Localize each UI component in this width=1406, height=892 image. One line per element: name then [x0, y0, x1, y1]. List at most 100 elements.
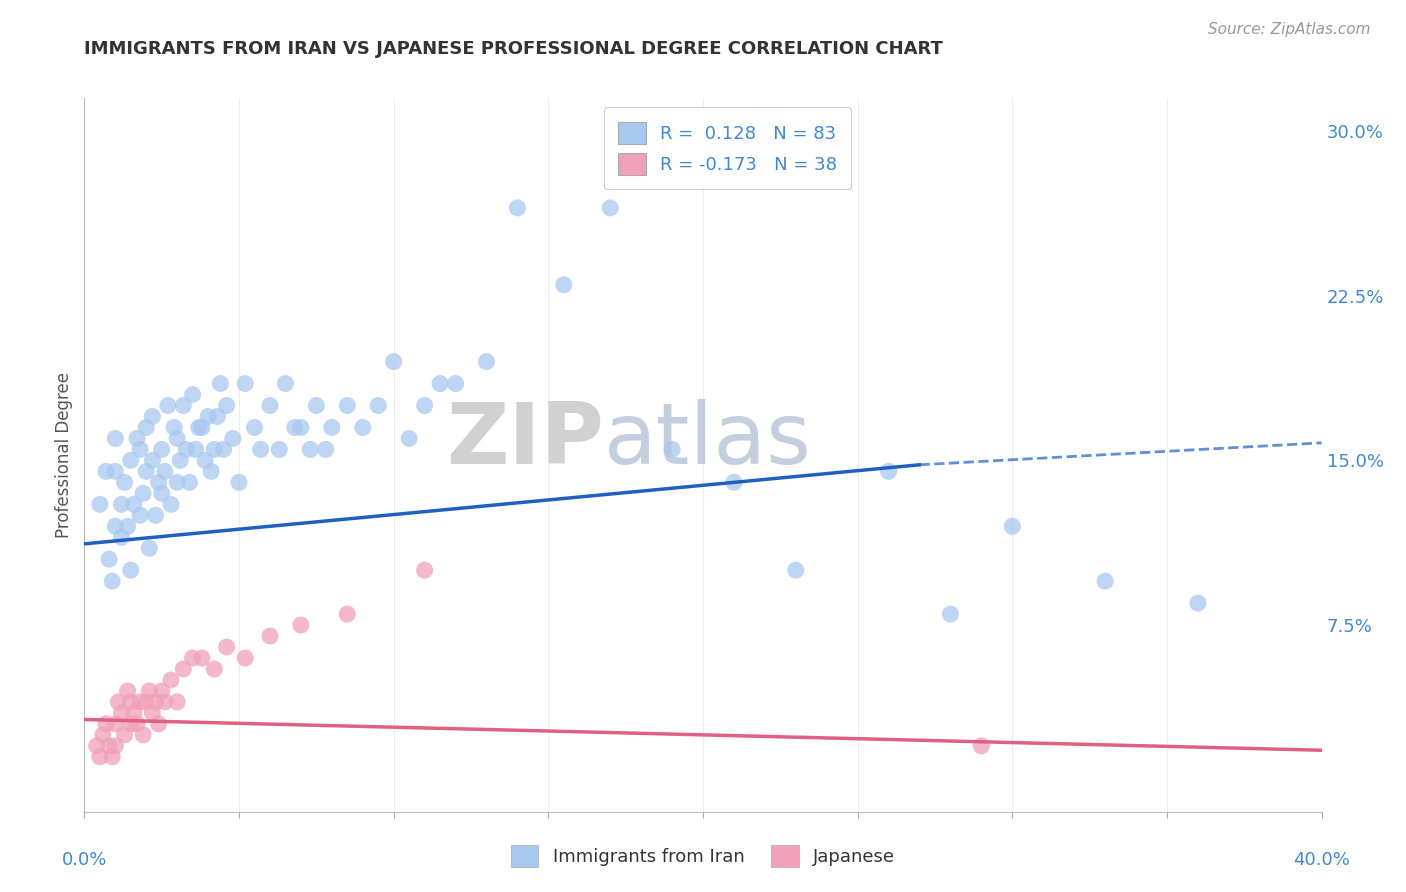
- Point: [145, 695, 167, 709]
- Point: [153, 695, 176, 709]
- Point: [141, 706, 163, 720]
- Point: [215, 399, 238, 413]
- Point: [249, 442, 271, 457]
- Legend: Immigrants from Iran, Japanese: Immigrants from Iran, Japanese: [503, 838, 903, 874]
- Point: [120, 695, 142, 709]
- Point: [209, 376, 232, 391]
- Point: [222, 432, 245, 446]
- Point: [233, 376, 256, 391]
- Point: [125, 717, 148, 731]
- Point: [138, 684, 160, 698]
- Point: [110, 497, 132, 511]
- Point: [184, 442, 207, 457]
- Point: [101, 574, 124, 589]
- Point: [125, 432, 148, 446]
- Point: [101, 749, 124, 764]
- Point: [156, 399, 179, 413]
- Point: [114, 475, 136, 490]
- Point: [160, 497, 183, 511]
- Point: [117, 684, 139, 698]
- Point: [104, 464, 127, 478]
- Point: [367, 399, 389, 413]
- Point: [290, 618, 312, 632]
- Point: [661, 442, 683, 457]
- Point: [212, 442, 235, 457]
- Point: [129, 508, 152, 523]
- Point: [89, 749, 111, 764]
- Point: [305, 399, 328, 413]
- Point: [382, 354, 405, 368]
- Point: [202, 662, 225, 676]
- Point: [166, 432, 188, 446]
- Point: [259, 629, 281, 643]
- Point: [290, 420, 312, 434]
- Point: [506, 201, 529, 215]
- Point: [166, 695, 188, 709]
- Point: [215, 640, 238, 654]
- Point: [86, 739, 108, 753]
- Point: [120, 563, 142, 577]
- Point: [150, 486, 173, 500]
- Point: [299, 442, 322, 457]
- Point: [553, 277, 575, 292]
- Point: [135, 695, 157, 709]
- Point: [259, 399, 281, 413]
- Point: [233, 651, 256, 665]
- Point: [269, 442, 291, 457]
- Point: [107, 695, 129, 709]
- Point: [132, 728, 155, 742]
- Point: [172, 662, 194, 676]
- Point: [169, 453, 191, 467]
- Point: [104, 432, 127, 446]
- Point: [163, 420, 186, 434]
- Point: [939, 607, 962, 621]
- Point: [89, 497, 111, 511]
- Point: [207, 409, 229, 424]
- Text: ZIP: ZIP: [446, 399, 605, 483]
- Point: [135, 420, 157, 434]
- Point: [117, 519, 139, 533]
- Y-axis label: Professional Degree: Professional Degree: [55, 372, 73, 538]
- Point: [191, 651, 214, 665]
- Point: [129, 442, 152, 457]
- Point: [132, 486, 155, 500]
- Point: [176, 442, 198, 457]
- Point: [114, 728, 136, 742]
- Text: atlas: atlas: [605, 399, 813, 483]
- Point: [191, 420, 214, 434]
- Point: [336, 607, 359, 621]
- Point: [129, 695, 152, 709]
- Point: [94, 717, 117, 731]
- Point: [429, 376, 451, 391]
- Point: [145, 508, 167, 523]
- Point: [723, 475, 745, 490]
- Point: [1001, 519, 1024, 533]
- Point: [413, 563, 436, 577]
- Point: [98, 739, 121, 753]
- Point: [970, 739, 993, 753]
- Point: [120, 453, 142, 467]
- Point: [336, 399, 359, 413]
- Point: [120, 717, 142, 731]
- Point: [135, 464, 157, 478]
- Point: [243, 420, 266, 434]
- Point: [166, 475, 188, 490]
- Point: [599, 201, 621, 215]
- Point: [148, 475, 170, 490]
- Point: [444, 376, 467, 391]
- Point: [187, 420, 209, 434]
- Point: [475, 354, 498, 368]
- Point: [877, 464, 900, 478]
- Point: [141, 453, 163, 467]
- Point: [172, 399, 194, 413]
- Point: [284, 420, 307, 434]
- Point: [200, 464, 222, 478]
- Point: [94, 464, 117, 478]
- Point: [153, 464, 176, 478]
- Point: [150, 684, 173, 698]
- Point: [1094, 574, 1116, 589]
- Point: [315, 442, 337, 457]
- Text: IMMIGRANTS FROM IRAN VS JAPANESE PROFESSIONAL DEGREE CORRELATION CHART: IMMIGRANTS FROM IRAN VS JAPANESE PROFESS…: [84, 40, 943, 58]
- Point: [181, 387, 204, 401]
- Point: [181, 651, 204, 665]
